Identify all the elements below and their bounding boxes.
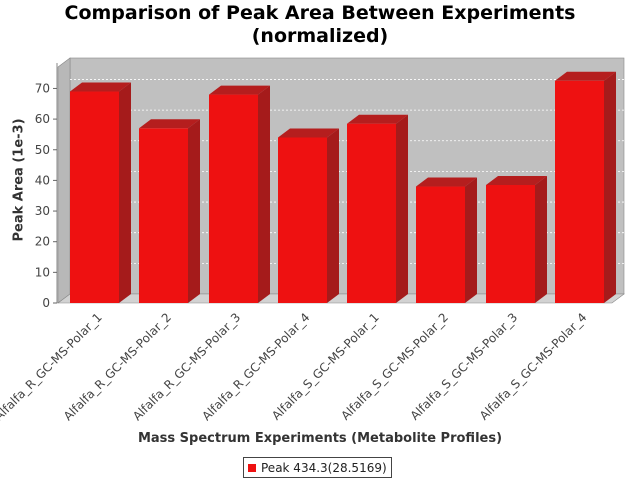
bar <box>486 176 547 303</box>
bar-side <box>604 71 616 303</box>
bar-side <box>396 114 408 304</box>
bar-front <box>555 80 604 303</box>
bar-front <box>70 91 119 304</box>
x-axis: Alfalfa_R_GC-MS-Polar_1Alfalfa_R_GC-MS-P… <box>0 310 589 423</box>
bar-top <box>278 128 339 138</box>
x-axis-label: Mass Spectrum Experiments (Metabolite Pr… <box>137 431 503 446</box>
bar-top <box>209 85 270 95</box>
bar <box>347 114 408 304</box>
y-tick-label: 60 <box>35 112 50 126</box>
y-tick-label: 30 <box>35 204 50 218</box>
bar-side <box>119 82 131 304</box>
y-tick-label: 40 <box>35 173 50 187</box>
bar-top <box>555 71 616 81</box>
bar <box>416 177 477 303</box>
bar-top <box>139 119 200 129</box>
y-tick-label: 20 <box>35 235 50 249</box>
bar-side <box>327 128 339 303</box>
bar-front <box>486 185 535 303</box>
bar-front <box>416 186 465 303</box>
legend-swatch <box>248 463 256 472</box>
y-tick-label: 50 <box>35 143 50 157</box>
y-axis-label: Peak Area (1e-3) <box>11 118 27 242</box>
bar <box>70 82 131 304</box>
bar-top <box>416 177 477 187</box>
y-axis: 0 10 20 30 40 50 60 70 <box>35 63 58 310</box>
chart-title-line-2: (normalized) <box>251 25 389 47</box>
bar-front <box>139 128 188 303</box>
legend-label: Peak 434.3(28.5169) <box>261 460 387 475</box>
bar-top <box>347 114 408 124</box>
bar <box>209 85 270 304</box>
bar-front <box>347 123 396 304</box>
bar-side <box>188 119 200 303</box>
legend: Peak 434.3(28.5169) <box>243 457 392 478</box>
bar-front <box>209 94 258 304</box>
y-tick-label: 0 <box>42 296 50 310</box>
bars <box>70 71 616 304</box>
chart-title-line-1: Comparison of Peak Area Between Experime… <box>64 2 576 24</box>
chart-title: Comparison of Peak Area Between Experime… <box>0 2 640 48</box>
bar-side <box>258 85 270 304</box>
bar-top <box>70 82 131 92</box>
y-tick-label: 10 <box>35 265 50 279</box>
bar-side <box>465 177 477 303</box>
bar <box>555 71 616 303</box>
y-tick-label: 70 <box>35 81 50 95</box>
bar <box>139 119 200 303</box>
bar-side <box>535 176 547 303</box>
bar-top <box>486 176 547 185</box>
bar-front <box>278 137 327 303</box>
bar <box>278 128 339 303</box>
plot-left-wall <box>57 57 71 304</box>
x-tick-label: Alfalfa_R_GC-MS-Polar_1 <box>0 310 105 423</box>
